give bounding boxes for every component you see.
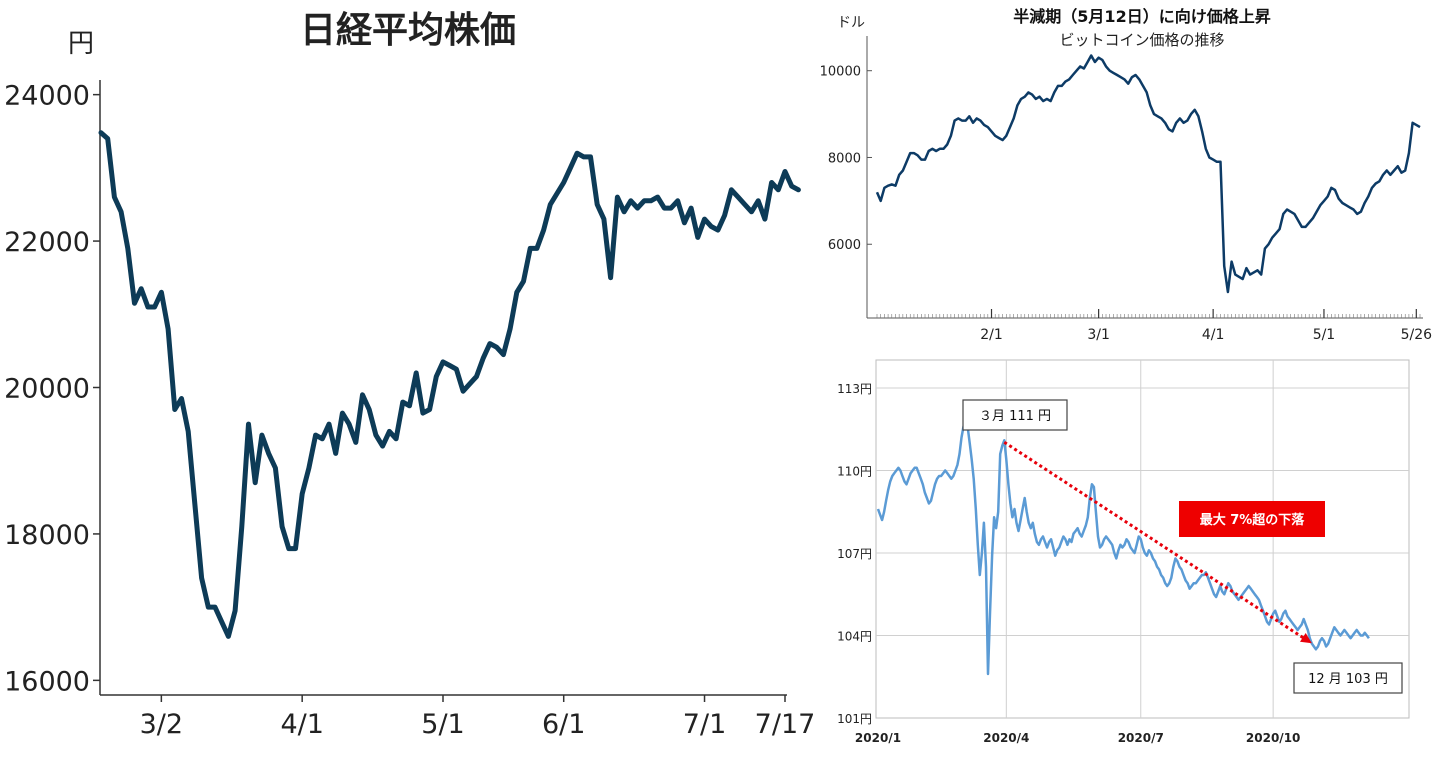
usdjpy-plot-frame <box>875 359 1410 719</box>
nikkei-x-tick-label: 5/1 <box>421 709 464 740</box>
peak-annotation: ３月 111 円 <box>962 399 1068 431</box>
bitcoin-y-unit-label: ドル <box>837 15 865 31</box>
nikkei-chart-panel: 日経平均株価 円 16000 18000 20000 22000 24000 3/2 4/… <box>4 10 816 740</box>
decline-callout: 最大 7%超の下落 <box>1179 501 1325 537</box>
nikkei-y-tick-label: 24000 <box>4 81 90 112</box>
usdjpy-x-tick-label: 2020/4 <box>983 731 1029 745</box>
nikkei-x-tick-label: 7/1 <box>683 709 726 740</box>
nikkei-series-line <box>98 130 801 639</box>
usdjpy-series-line <box>876 416 1370 676</box>
bitcoin-series-line <box>875 54 1421 294</box>
nikkei-x-tick-label: 7/17 <box>755 709 815 740</box>
nikkei-y-tick-label: 18000 <box>4 520 90 551</box>
bitcoin-x-tick-label: 3/1 <box>1087 327 1110 343</box>
bitcoin-x-tick-label: 4/1 <box>1202 327 1225 343</box>
trough-annotation-label: 12 月 103 円 <box>1308 672 1388 687</box>
bitcoin-chart-panel: 半減期（5月12日）に向け価格上昇 ビットコイン価格の推移 ドル 6000 800… <box>815 0 1440 352</box>
nikkei-chart-title: 日経平均株価 <box>300 10 516 51</box>
nikkei-chart: 日経平均株価 円 16000 18000 20000 22000 24000 3/2 4/… <box>4 10 815 740</box>
usdjpy-chart-panel: 101円 104円 107円 110円 113円 2020/1 2020/4 2020/7 2… <box>815 352 1440 754</box>
decline-callout-label: 最大 7%超の下落 <box>1200 512 1306 528</box>
nikkei-y-tick-label: 22000 <box>4 227 90 258</box>
usdjpy-x-tick-label: 2020/10 <box>1246 731 1300 745</box>
decline-arrowhead <box>1300 633 1312 644</box>
peak-annotation-label: ３月 111 円 <box>979 409 1051 424</box>
usdjpy-y-tick-label: 110円 <box>837 465 872 479</box>
bitcoin-x-tick-label: 5/26 <box>1401 327 1433 343</box>
bitcoin-chart: 半減期（5月12日）に向け価格上昇 ビットコイン価格の推移 ドル 6000 800… <box>820 7 1433 343</box>
bitcoin-chart-title: 半減期（5月12日）に向け価格上昇 <box>1013 7 1270 26</box>
usdjpy-chart: 101円 104円 107円 110円 113円 2020/1 2020/4 2020/7 2… <box>837 359 1410 745</box>
trough-annotation: 12 月 103 円 <box>1293 662 1403 694</box>
usdjpy-y-tick-label: 101円 <box>837 712 872 726</box>
usdjpy-y-tick-label: 104円 <box>837 630 872 644</box>
usdjpy-y-tick-label: 113円 <box>837 382 872 396</box>
usdjpy-y-tick-label: 107円 <box>837 547 872 561</box>
bitcoin-x-tick-label: 2/1 <box>980 327 1003 343</box>
nikkei-x-tick-label: 4/1 <box>280 709 323 740</box>
nikkei-x-tick-label: 3/2 <box>140 709 183 740</box>
bitcoin-y-tick-label: 8000 <box>828 151 861 166</box>
bitcoin-y-tick-label: 6000 <box>828 238 861 253</box>
bitcoin-chart-subtitle: ビットコイン価格の推移 <box>1059 31 1224 49</box>
usdjpy-x-tick-label: 2020/7 <box>1118 731 1164 745</box>
nikkei-y-unit-label: 円 <box>68 29 94 59</box>
nikkei-y-tick-label: 16000 <box>4 666 90 697</box>
nikkei-x-tick-label: 6/1 <box>542 709 585 740</box>
nikkei-y-tick-label: 20000 <box>4 374 90 405</box>
bitcoin-x-tick-label: 5/1 <box>1313 327 1336 343</box>
usdjpy-x-tick-label: 2020/1 <box>855 731 901 745</box>
bitcoin-y-tick-label: 10000 <box>820 65 861 80</box>
